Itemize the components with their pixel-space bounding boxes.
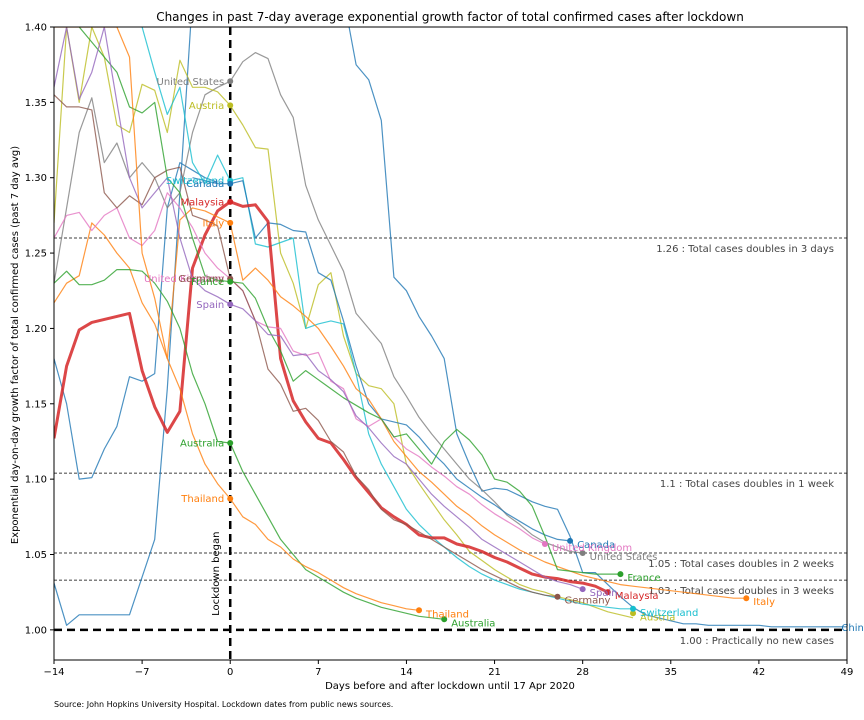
x-axis-ticks: −14 −7 0 7 14 21 28 35 42 49 [43, 660, 853, 678]
end-label-germany: Germany [564, 596, 610, 607]
series-line-malaysia [54, 200, 609, 594]
y-tick-label: 1.25 [25, 249, 47, 260]
end-marker-france [617, 571, 624, 578]
reference-line-label: 1.03 : Total cases doubles in 3 weeks [648, 586, 834, 597]
end-marker-italy [743, 595, 750, 602]
reference-line-label: 1.00 : Practically no new cases [680, 636, 834, 647]
y-axis-label: Exponential day-on-day growth factor of … [10, 146, 21, 544]
y-tick-label: 1.30 [25, 173, 47, 184]
day0-marker-austria [227, 102, 234, 109]
day0-label-italy: Italy [203, 218, 225, 229]
x-tick-label: 49 [841, 667, 854, 678]
end-marker-austria [630, 610, 637, 617]
y-tick-label: 1.20 [25, 324, 47, 335]
end-label-united-kingdom: United Kingdom [552, 543, 632, 554]
y-tick-label: 1.05 [25, 550, 47, 561]
reference-line-label: 1.26 : Total cases doubles in 3 days [656, 244, 834, 255]
day0-marker-united-states [227, 78, 234, 85]
day0-marker-spain [227, 301, 234, 308]
day0-label-canada: Canada [186, 179, 224, 190]
lockdown-label: Lockdown began [211, 532, 222, 616]
day0-label-united-kingdom: United Kingdom [144, 274, 224, 285]
end-label-thailand: Thailand [425, 609, 469, 620]
labels-layer: China United States United States Austria Au… [144, 77, 864, 634]
day0-marker-canada [227, 180, 234, 187]
end-label-china: China [841, 623, 864, 634]
x-tick-label: 21 [488, 667, 501, 678]
day0-label-germany: Germany [178, 274, 224, 285]
day0-marker-australia [227, 439, 234, 446]
end-marker-thailand [416, 607, 423, 614]
x-tick-label: 14 [400, 667, 413, 678]
x-axis-label: Days before and after lockdown until 17 … [325, 681, 575, 692]
end-label-united-states: United States [590, 552, 658, 563]
series-line-united-kingdom [54, 192, 546, 545]
chart-title: Changes in past 7-day average exponentia… [156, 10, 744, 24]
end-marker-switzerland [630, 605, 637, 612]
source-note: Source: John Hopkins University Hospital… [54, 700, 393, 709]
end-marker-united-states [579, 549, 586, 556]
series-line-china [54, 27, 847, 628]
series-line-thailand [54, 27, 420, 611]
series-line-italy [54, 207, 747, 599]
series-line-china-second-trace [54, 162, 218, 480]
x-tick-label: −14 [43, 667, 64, 678]
day0-label-austria: Austria [189, 101, 224, 112]
end-label-canada: Canada [577, 540, 615, 551]
x-tick-label: 35 [664, 667, 677, 678]
y-tick-label: 1.10 [25, 475, 47, 486]
end-marker-malaysia [604, 589, 611, 596]
markers-layer [227, 78, 750, 623]
y-tick-label: 1.40 [25, 23, 47, 34]
day0-label-france: France [191, 277, 224, 288]
end-marker-spain [579, 586, 586, 593]
x-tick-label: 7 [315, 667, 321, 678]
series-line-germany [54, 94, 558, 598]
end-label-switzerland: Switzerland [640, 608, 698, 619]
day0-marker-france [227, 278, 234, 285]
day0-marker-malaysia [227, 198, 234, 205]
x-tick-label: 28 [576, 667, 589, 678]
x-tick-label: −7 [135, 667, 150, 678]
day0-marker-thailand [227, 495, 234, 502]
day0-label-australia: Australia [180, 438, 224, 449]
series-line-spain [54, 27, 583, 590]
series-line-france [78, 27, 621, 575]
day0-label-switzerland: Switzerland [166, 176, 224, 187]
end-marker-canada [567, 537, 574, 544]
end-marker-united-kingdom [541, 540, 548, 547]
series-line-australia [54, 269, 445, 620]
end-label-france: France [627, 573, 660, 584]
day0-marker-italy [227, 219, 234, 226]
y-tick-label: 1.15 [25, 399, 47, 410]
x-tick-label: 0 [227, 667, 233, 678]
end-marker-germany [554, 593, 561, 600]
x-tick-label: 42 [753, 667, 766, 678]
end-label-australia: Australia [451, 618, 495, 629]
end-label-italy: Italy [753, 597, 775, 608]
day0-label-malaysia: Malaysia [181, 197, 225, 208]
end-label-austria: Austria [640, 612, 675, 623]
day0-label-thailand: Thailand [180, 494, 224, 505]
reference-lines: 1.26 : Total cases doubles in 3 days 1.1 … [54, 237, 847, 647]
series-layer [54, 27, 847, 628]
y-tick-label: 1.35 [25, 98, 47, 109]
end-label-spain: Spain [590, 588, 618, 599]
y-tick-label: 1.00 [25, 625, 47, 636]
day0-label-spain: Spain [196, 300, 224, 311]
reference-line-label: 1.1 : Total cases doubles in 1 week [660, 479, 834, 490]
reference-line-label: 1.05 : Total cases doubles in 2 weeks [648, 559, 834, 570]
end-marker-australia [441, 616, 448, 623]
lockdown-layer: Lockdown began [211, 27, 232, 660]
plot-frame [53, 26, 848, 661]
end-label-malaysia: Malaysia [615, 591, 659, 602]
day0-label-united-states: United States [157, 77, 225, 88]
series-line-austria [54, 27, 634, 619]
y-axis-ticks: 1.00 1.05 1.10 1.15 1.20 1.25 1.30 1.35 1.40 [25, 23, 54, 636]
series-line-united-states [54, 51, 583, 554]
